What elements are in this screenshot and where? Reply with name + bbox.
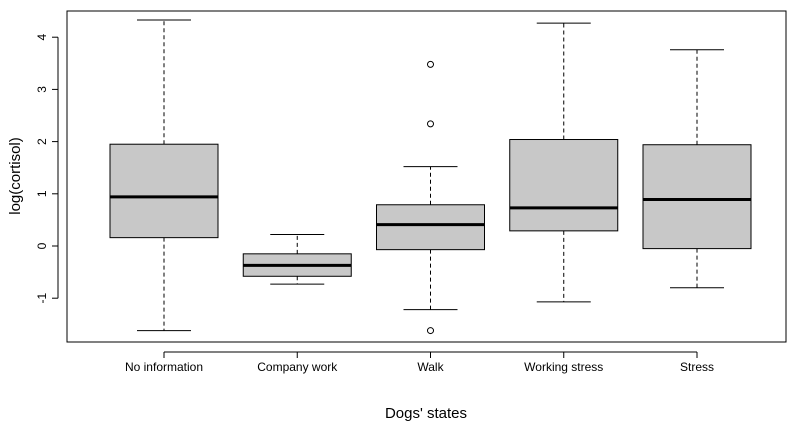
y-tick-label: 0 [35,242,49,249]
iqr-box [109,143,219,239]
box-working-stress [509,22,619,303]
y-axis-title: log(cortisol) [7,137,24,215]
outlier-point [427,120,434,128]
x-axis-title: Dogs' states [385,405,467,422]
y-tick-label: -1 [35,293,49,304]
x-tick-label: Company work [257,360,338,374]
y-tick-label: 4 [35,34,49,41]
y-tick-label: 2 [35,138,49,145]
outlier-point [427,60,434,68]
box-stress [642,49,752,289]
outlier-point [427,327,434,335]
x-tick-label: No information [125,360,203,374]
x-tick-label: Stress [680,360,714,374]
y-axis: -1 0 1 2 3 4 [35,34,59,304]
y-tick-label: 3 [35,86,49,93]
box-company-work [242,234,352,285]
box-walk [376,60,485,335]
y-tick-label: 1 [35,190,49,197]
boxes-layer [109,19,752,335]
x-tick-label: Working stress [524,360,603,374]
iqr-box [376,204,485,251]
iqr-box [642,144,752,250]
plot-frame [66,10,787,343]
x-axis: No information Company work Walk Working st… [125,351,714,374]
x-tick-label: Walk [417,360,444,374]
iqr-box [509,139,619,232]
box-no-information [109,19,219,332]
